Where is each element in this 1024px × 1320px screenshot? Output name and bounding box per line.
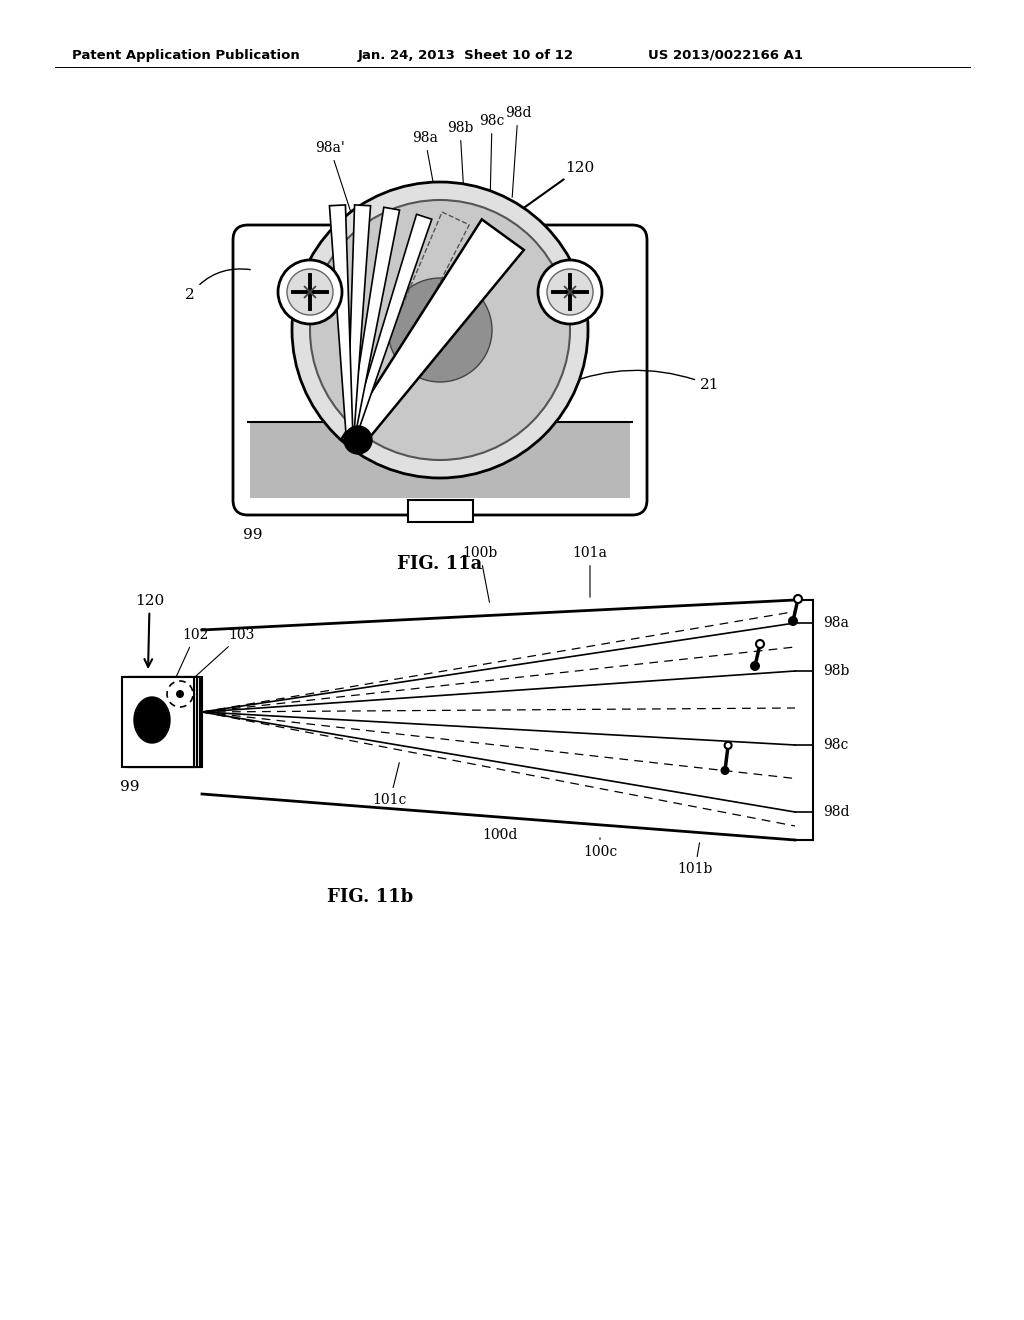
Circle shape bbox=[547, 269, 593, 315]
Text: 98b: 98b bbox=[446, 121, 473, 210]
Circle shape bbox=[292, 182, 588, 478]
Text: 98c: 98c bbox=[823, 738, 848, 752]
Text: 2: 2 bbox=[185, 269, 250, 302]
Text: 100c: 100c bbox=[583, 838, 617, 859]
Bar bbox=[128, 677, 200, 767]
Text: FIG. 11b: FIG. 11b bbox=[327, 888, 413, 906]
FancyBboxPatch shape bbox=[233, 224, 647, 515]
Circle shape bbox=[278, 260, 342, 323]
Circle shape bbox=[794, 595, 802, 603]
Bar bbox=[125, 677, 197, 767]
Text: Jan. 24, 2013  Sheet 10 of 12: Jan. 24, 2013 Sheet 10 of 12 bbox=[358, 49, 574, 62]
Ellipse shape bbox=[134, 697, 170, 743]
Text: 98b: 98b bbox=[823, 664, 849, 678]
Circle shape bbox=[725, 742, 731, 748]
Text: 100b: 100b bbox=[463, 546, 498, 602]
Text: US 2013/0022166 A1: US 2013/0022166 A1 bbox=[648, 49, 803, 62]
Bar bbox=[130, 677, 202, 767]
Circle shape bbox=[750, 661, 760, 671]
Text: 98d: 98d bbox=[505, 106, 531, 197]
Text: 99: 99 bbox=[243, 528, 262, 543]
Text: 98c: 98c bbox=[479, 114, 505, 202]
Polygon shape bbox=[342, 219, 524, 451]
Text: 98a': 98a' bbox=[315, 141, 354, 222]
Text: 101c: 101c bbox=[373, 763, 408, 807]
Circle shape bbox=[721, 766, 729, 775]
Text: 101a: 101a bbox=[572, 546, 607, 597]
Circle shape bbox=[756, 640, 764, 648]
Text: Patent Application Publication: Patent Application Publication bbox=[72, 49, 300, 62]
Text: 21: 21 bbox=[565, 371, 720, 392]
Circle shape bbox=[344, 426, 372, 454]
Circle shape bbox=[388, 279, 492, 381]
Polygon shape bbox=[347, 207, 399, 446]
Text: 120: 120 bbox=[495, 161, 594, 230]
Circle shape bbox=[287, 269, 333, 315]
Polygon shape bbox=[347, 214, 432, 446]
Bar bbox=[250, 422, 630, 498]
Text: 100d: 100d bbox=[482, 828, 518, 842]
Text: 102: 102 bbox=[173, 628, 208, 684]
Bar bbox=[408, 500, 472, 521]
Text: 103: 103 bbox=[187, 628, 254, 684]
Text: FIG. 11a: FIG. 11a bbox=[397, 554, 482, 573]
Circle shape bbox=[176, 690, 184, 698]
Text: 98a: 98a bbox=[823, 616, 849, 630]
Bar bbox=[122, 677, 194, 767]
Polygon shape bbox=[330, 205, 353, 445]
Circle shape bbox=[538, 260, 602, 323]
Circle shape bbox=[788, 616, 798, 626]
Polygon shape bbox=[347, 205, 371, 445]
Circle shape bbox=[310, 201, 570, 459]
Text: 120: 120 bbox=[135, 594, 164, 667]
Text: 101b: 101b bbox=[677, 842, 713, 876]
Text: 99: 99 bbox=[120, 780, 139, 795]
Text: 98d: 98d bbox=[823, 805, 850, 818]
Text: 98a: 98a bbox=[412, 131, 439, 218]
